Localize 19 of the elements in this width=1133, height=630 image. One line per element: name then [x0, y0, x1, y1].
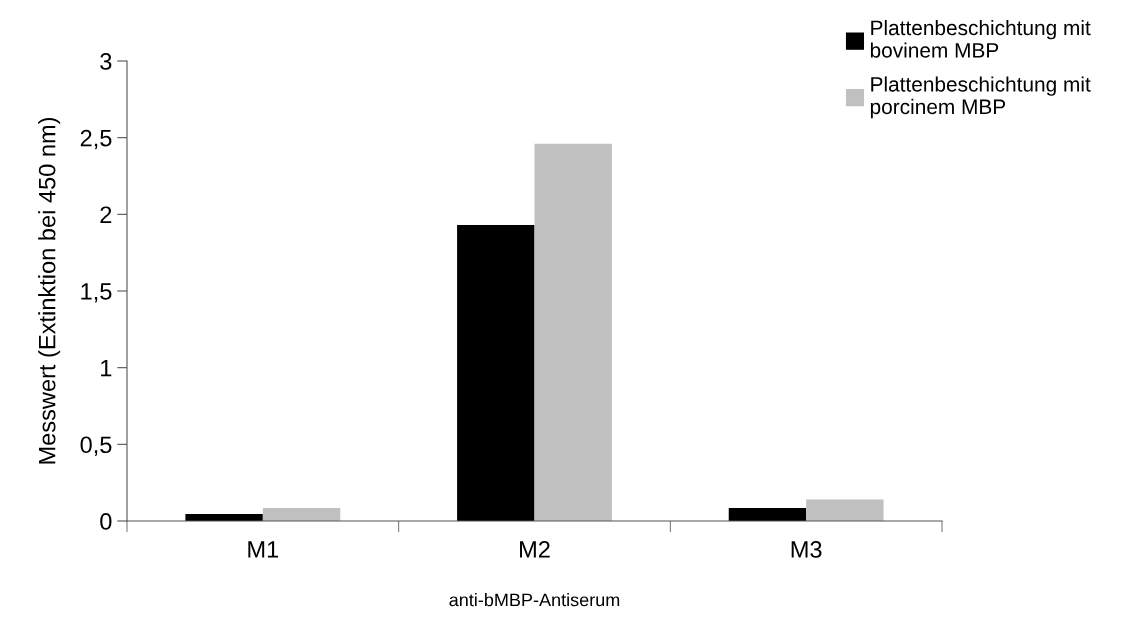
bar — [534, 143, 612, 521]
y-tick-label: 1 — [101, 359, 112, 377]
x-tick-label: M2 — [520, 541, 550, 558]
y-axis-title: Messwert (Extinktion bei 450 nm) — [38, 117, 61, 464]
x-tick-label: M3 — [791, 541, 822, 558]
bar — [728, 507, 807, 521]
bar — [806, 499, 884, 521]
y-tick-label: 0 — [100, 513, 112, 530]
y-tick-label: 3 — [100, 53, 112, 70]
y-tick-label: 0,5 — [80, 436, 112, 456]
bar — [457, 225, 535, 521]
bar — [262, 507, 341, 521]
x-tick-label: M1 — [248, 541, 279, 558]
x-axis-title: anti-bMBP-Antiserum — [449, 593, 620, 607]
y-tick-label: 2 — [100, 206, 112, 223]
y-tick-label: 2,5 — [80, 129, 112, 150]
legend-label: Plattenbeschichtung mit porcinem MBP — [870, 76, 1091, 119]
legend-label: Plattenbeschichtung mit bovinem MBP — [870, 19, 1091, 58]
y-tick-label: 1,5 — [81, 283, 112, 303]
